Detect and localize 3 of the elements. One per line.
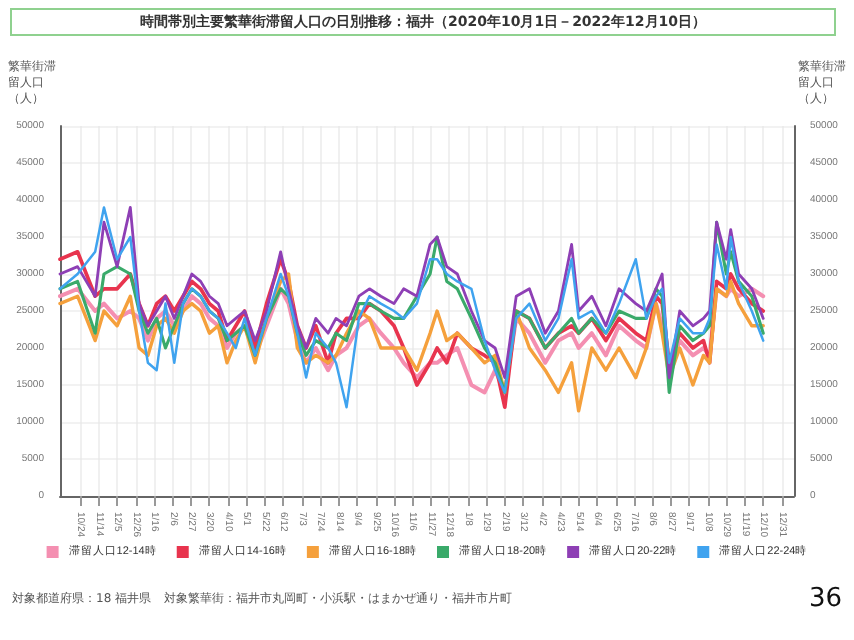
line-series <box>58 249 766 410</box>
text: 36 <box>808 584 842 614</box>
line-series <box>58 272 765 413</box>
